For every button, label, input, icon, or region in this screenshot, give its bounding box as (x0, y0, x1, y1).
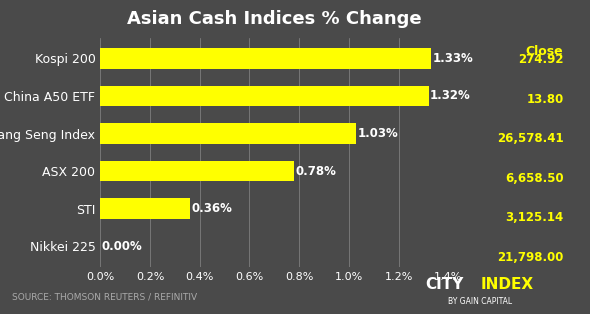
Text: 0.00%: 0.00% (101, 240, 142, 253)
Text: 21,798.00: 21,798.00 (497, 251, 563, 264)
Text: 1.03%: 1.03% (358, 127, 398, 140)
Bar (100, 198, 190, 219)
Text: 0.78%: 0.78% (296, 165, 336, 177)
Text: 1.32%: 1.32% (430, 89, 470, 102)
Text: 0.36%: 0.36% (191, 202, 232, 215)
Bar (100, 48, 431, 69)
Text: 274.92: 274.92 (518, 53, 563, 66)
Text: 3,125.14: 3,125.14 (505, 211, 563, 225)
Text: 6,658.50: 6,658.50 (505, 172, 563, 185)
Text: 26,578.41: 26,578.41 (497, 132, 563, 145)
Bar (100, 86, 428, 106)
Title: Asian Cash Indices % Change: Asian Cash Indices % Change (127, 10, 422, 28)
Text: 13.80: 13.80 (526, 93, 563, 106)
Text: Close: Close (526, 45, 563, 58)
Bar (100, 123, 356, 144)
Bar (100, 161, 294, 181)
Text: INDEX: INDEX (481, 277, 534, 292)
Text: 1.33%: 1.33% (432, 52, 473, 65)
Text: CITY: CITY (425, 277, 463, 292)
Text: SOURCE: THOMSON REUTERS / REFINITIV: SOURCE: THOMSON REUTERS / REFINITIV (12, 292, 197, 301)
Text: BY GAIN CAPITAL: BY GAIN CAPITAL (448, 297, 513, 306)
